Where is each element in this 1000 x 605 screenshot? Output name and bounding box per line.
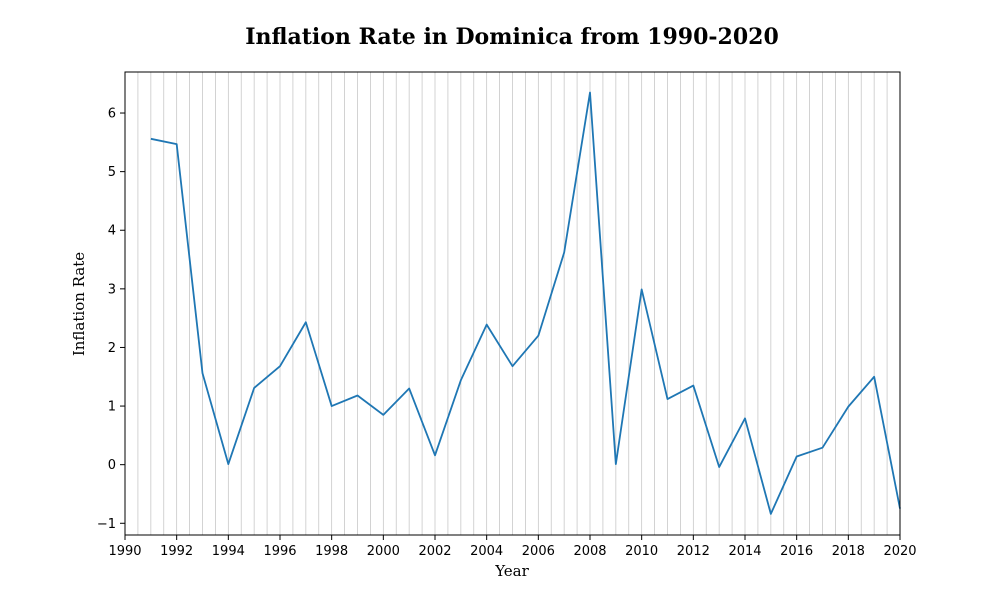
series-layer	[150, 91, 901, 515]
x-tick-label: 2016	[780, 544, 813, 559]
x-tick-label: 2012	[677, 544, 710, 559]
x-tick-label: 2010	[625, 544, 658, 559]
y-axis: −1 0 1 2 3 4 5 6	[97, 107, 125, 532]
y-tick-label: −1	[97, 517, 116, 532]
y-tick-label: 3	[108, 282, 116, 297]
x-tick-label: 2018	[832, 544, 865, 559]
x-tick-label: 1994	[212, 544, 245, 559]
x-tick-label: 2002	[418, 544, 451, 559]
x-tick-label: 2020	[883, 544, 916, 559]
y-tick-label: 5	[108, 165, 116, 180]
x-tick-label: 2008	[573, 544, 606, 559]
series-line	[150, 91, 901, 515]
y-tick-label: 2	[108, 341, 116, 356]
x-tick-label: 2014	[728, 544, 761, 559]
y-tick-label: 4	[108, 224, 116, 239]
y-tick-label: 1	[108, 400, 116, 415]
chart-title: Inflation Rate in Dominica from 1990-202…	[245, 24, 779, 50]
x-tick-label: 1992	[160, 544, 193, 559]
x-axis: 1990 1992 1994 1996 1998 2000 2002 2004 2006 2008…	[108, 535, 917, 559]
x-tick-label: 2004	[470, 544, 503, 559]
x-tick-label: 1998	[315, 544, 348, 559]
y-tick-label: 0	[108, 458, 116, 473]
y-tick-label: 6	[108, 107, 116, 122]
y-axis-label: Inflation Rate	[70, 252, 88, 356]
x-tick-label: 2000	[367, 544, 400, 559]
x-tick-label: 1996	[263, 544, 296, 559]
x-tick-label: 2006	[522, 544, 555, 559]
x-tick-label: 1990	[108, 544, 141, 559]
x-axis-label: Year	[494, 562, 529, 580]
plot-frame	[124, 71, 901, 536]
